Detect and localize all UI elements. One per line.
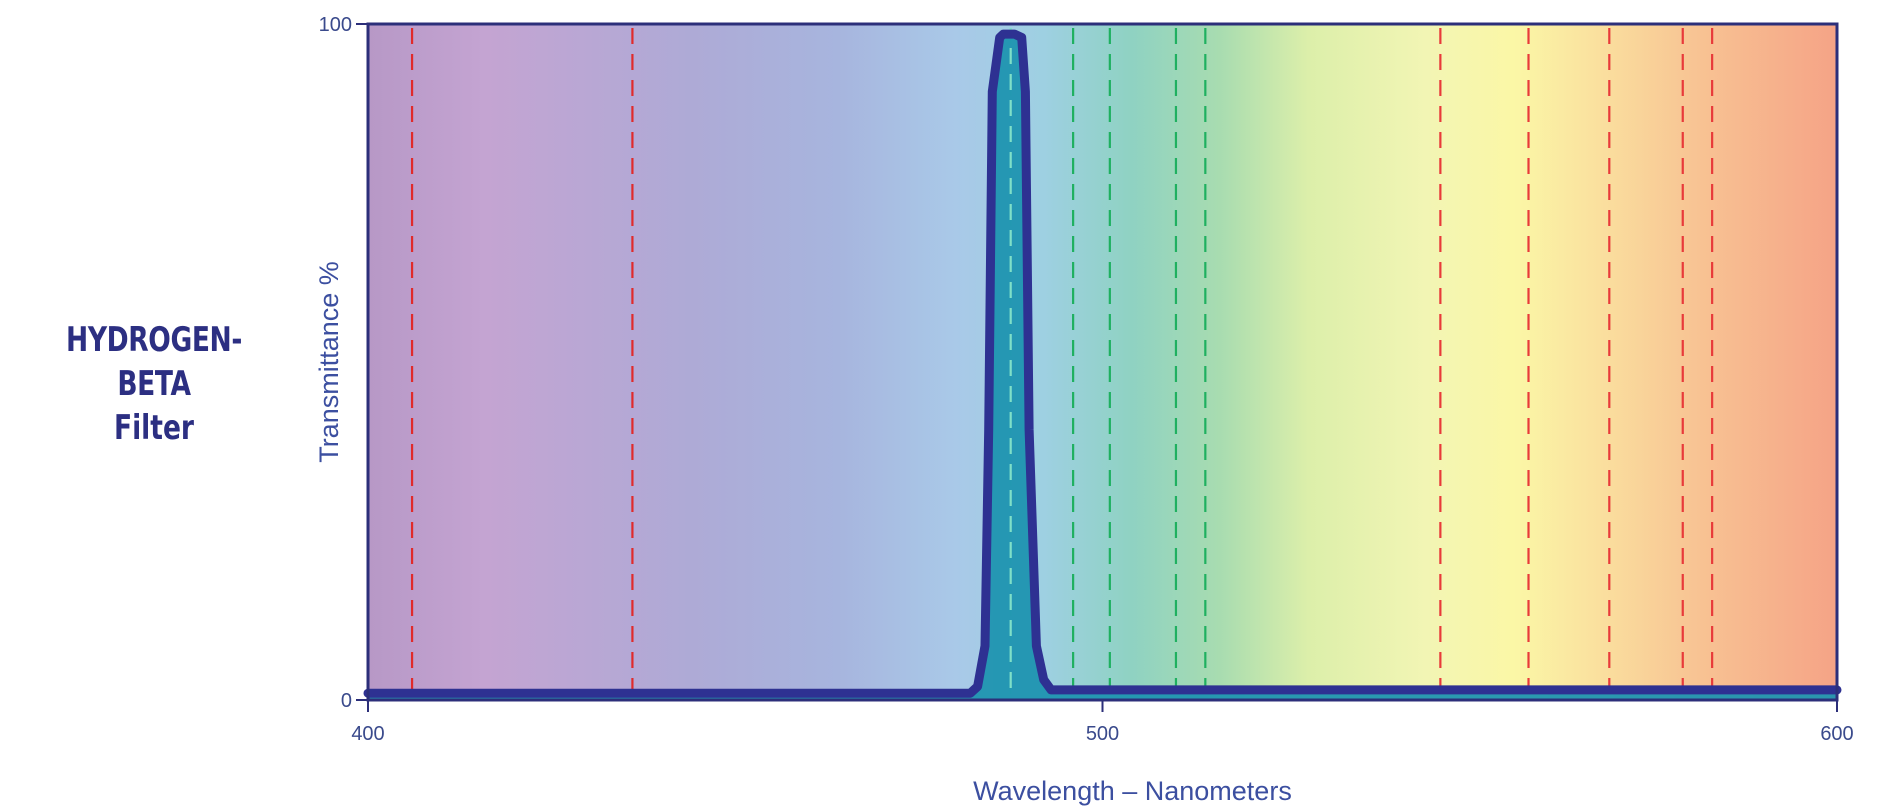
x-tick-label-1: 500 [1086, 723, 1119, 745]
y-tick-label-0: 0 [341, 690, 352, 712]
filter-curve [363, 29, 1842, 701]
side-title-line2: Filter [113, 408, 195, 448]
x-tick-label-2: 600 [1820, 723, 1853, 745]
x-axis-title: Wavelength – Nanometers [973, 776, 1292, 806]
filter-curve-line [363, 29, 1842, 698]
x-tick-label-0: 400 [351, 723, 384, 745]
axis-ticks: 400 500 600 0 100 [319, 14, 1854, 745]
emission-lines [410, 28, 1714, 694]
y-tick-label-1: 100 [319, 14, 352, 36]
side-title-line1: HYDROGEN-BETA [66, 320, 242, 404]
chart-side-title: HYDROGEN-BETA Filter [0, 318, 308, 450]
spectrum-background [368, 24, 1837, 700]
y-axis-title: Transmittance % [314, 261, 344, 463]
